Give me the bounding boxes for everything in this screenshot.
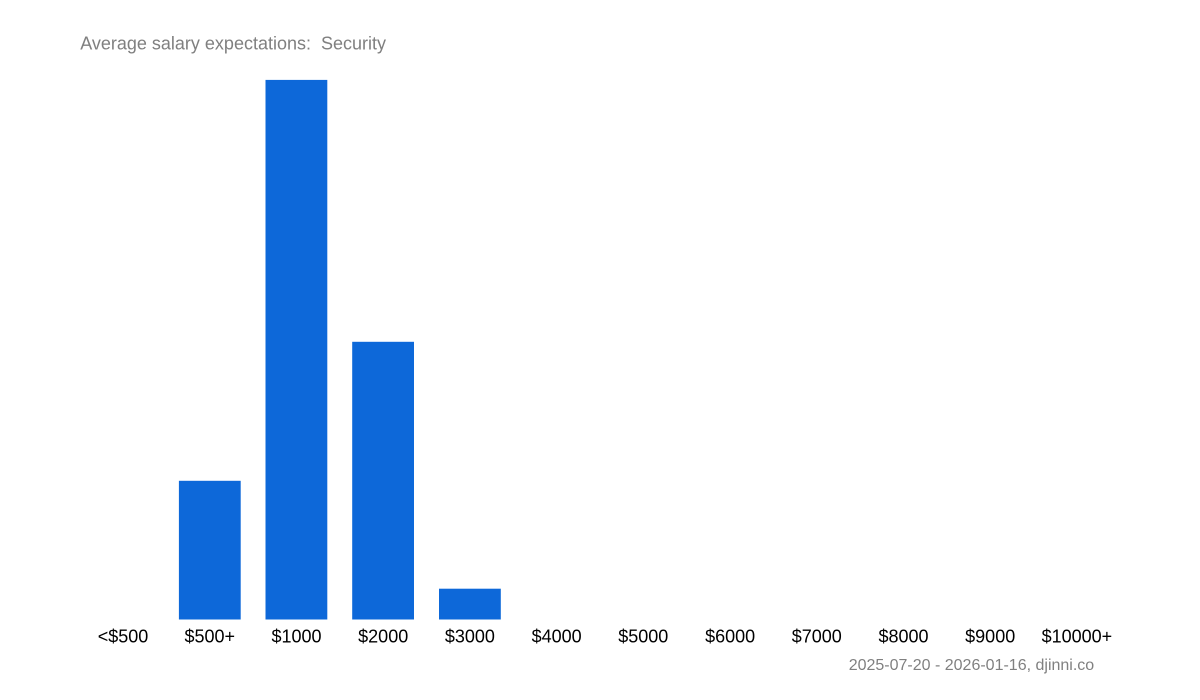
- svg-text:$8000: $8000: [878, 626, 928, 646]
- svg-text:$4000: $4000: [532, 626, 582, 646]
- svg-text:$500+: $500+: [185, 626, 236, 646]
- svg-text:$6000: $6000: [705, 626, 755, 646]
- svg-text:$5000: $5000: [618, 626, 668, 646]
- svg-text:$7000: $7000: [792, 626, 842, 646]
- svg-text:$1000: $1000: [271, 626, 321, 646]
- svg-text:$3000: $3000: [445, 626, 495, 646]
- svg-text:<$500: <$500: [98, 626, 149, 646]
- svg-text:2025-07-20 - 2026-01-16, djinn: 2025-07-20 - 2026-01-16, djinni.co: [849, 657, 1095, 674]
- svg-text:$10000+: $10000+: [1042, 626, 1113, 646]
- svg-text:$2000: $2000: [358, 626, 408, 646]
- svg-text:$9000: $9000: [965, 626, 1015, 646]
- svg-text:Average salary expectations:: Average salary expectations: Security: [80, 34, 386, 54]
